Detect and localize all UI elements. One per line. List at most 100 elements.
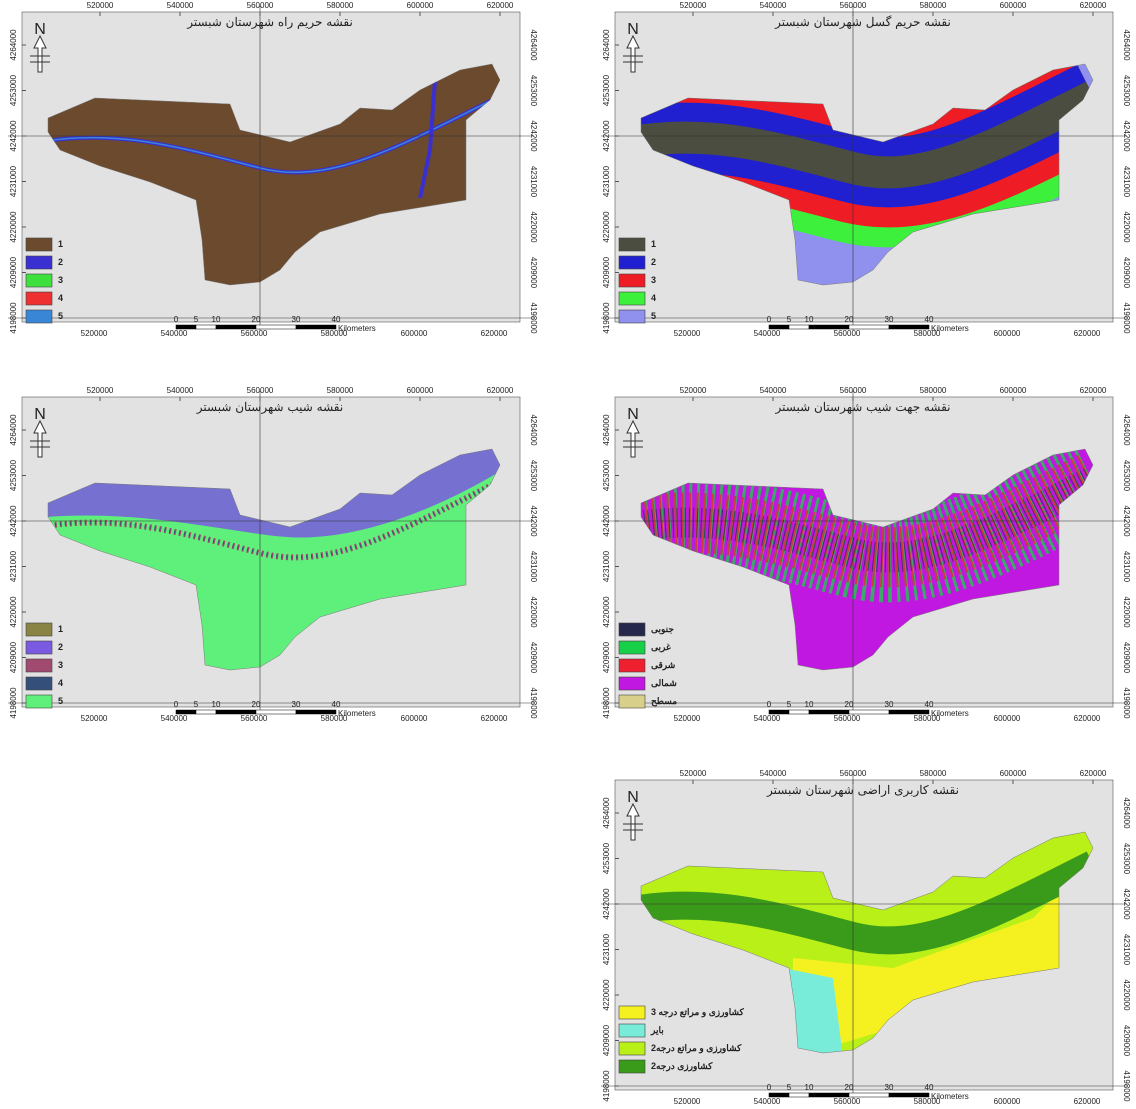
legend-label: شمالی <box>651 678 677 688</box>
legend-swatch <box>26 274 52 287</box>
scale-segment <box>296 710 336 714</box>
x-tick-label: 520000 <box>87 1 114 10</box>
scale-segment <box>176 710 196 714</box>
scale-segment <box>849 710 889 714</box>
x-tick-label: 620000 <box>1080 769 1107 778</box>
y-tick-label: 4220000 <box>1122 979 1131 1011</box>
y-tick-label: 4231000 <box>602 933 611 965</box>
scale-unit: Kilometers <box>338 709 376 718</box>
map-panel: 5200005200005400005400005600005600005800… <box>593 0 1133 340</box>
scale-label: 10 <box>805 1083 814 1092</box>
y-tick-label: 4242000 <box>9 120 18 152</box>
scale-label: 10 <box>212 315 221 324</box>
scale-label: 20 <box>252 315 261 324</box>
legend-swatch <box>619 1060 645 1073</box>
legend-swatch <box>26 256 52 269</box>
scale-label: 20 <box>252 700 261 709</box>
scale-label: 30 <box>885 700 894 709</box>
y-tick-label: 4242000 <box>9 505 18 537</box>
y-tick-label: 4253000 <box>602 459 611 491</box>
x-tick-label: 540000 <box>754 1097 781 1106</box>
scale-segment <box>769 710 789 714</box>
y-tick-label: 4220000 <box>9 211 18 243</box>
y-tick-label: 4198000 <box>9 302 18 334</box>
scale-label: 10 <box>805 315 814 324</box>
map-title: نقشه شیب شهرستان شبستر <box>196 400 343 414</box>
map-panel: 5200005200005400005400005600005600005800… <box>593 385 1133 725</box>
x-tick-label: 560000 <box>834 1097 861 1106</box>
y-tick-label: 4264000 <box>9 29 18 61</box>
y-tick-label: 4253000 <box>1122 843 1131 875</box>
legend-swatch <box>619 695 645 708</box>
y-tick-label: 4242000 <box>1122 888 1131 920</box>
y-tick-label: 4220000 <box>529 596 538 628</box>
y-tick-label: 4198000 <box>1122 302 1131 334</box>
legend-label: جنوبی <box>651 624 674 635</box>
scale-segment <box>789 325 809 329</box>
x-tick-label: 520000 <box>81 329 108 338</box>
x-tick-label: 540000 <box>161 714 188 723</box>
x-tick-label: 620000 <box>1080 386 1107 395</box>
y-tick-label: 4242000 <box>602 888 611 920</box>
y-tick-label: 4264000 <box>529 414 538 446</box>
legend-swatch <box>619 641 645 654</box>
scale-unit: Kilometers <box>931 709 969 718</box>
y-tick-label: 4198000 <box>529 687 538 719</box>
legend-label: 2 <box>58 257 63 267</box>
y-tick-label: 4198000 <box>1122 687 1131 719</box>
scale-label: 30 <box>292 315 301 324</box>
map-title: نقشه حریم گسل شهرستان شبستر <box>774 15 951 29</box>
x-tick-label: 560000 <box>241 714 268 723</box>
x-tick-label: 600000 <box>401 714 428 723</box>
y-tick-label: 4198000 <box>1122 1070 1131 1102</box>
y-tick-label: 4264000 <box>602 29 611 61</box>
y-tick-label: 4242000 <box>529 505 538 537</box>
y-tick-label: 4231000 <box>602 550 611 582</box>
scale-segment <box>256 325 296 329</box>
x-tick-label: 600000 <box>407 1 434 10</box>
scale-segment <box>296 325 336 329</box>
x-tick-label: 540000 <box>760 769 787 778</box>
scale-label: 0 <box>174 315 179 324</box>
scale-label: 20 <box>845 1083 854 1092</box>
map-panel: 5200005200005400005400005600005600005800… <box>0 385 540 725</box>
y-tick-label: 4253000 <box>602 74 611 106</box>
y-tick-label: 4264000 <box>1122 414 1131 446</box>
legend-label: 4 <box>58 293 63 303</box>
scale-label: 5 <box>787 315 792 324</box>
y-tick-label: 4253000 <box>529 75 538 107</box>
legend-swatch <box>26 292 52 305</box>
scale-label: 10 <box>212 700 221 709</box>
legend-swatch <box>619 238 645 251</box>
legend-swatch <box>26 659 52 672</box>
scale-label: 20 <box>845 700 854 709</box>
x-tick-label: 600000 <box>407 386 434 395</box>
legend-swatch <box>619 677 645 690</box>
y-tick-label: 4242000 <box>529 120 538 152</box>
legend-label: 5 <box>58 696 63 706</box>
y-tick-label: 4231000 <box>1122 934 1131 966</box>
scale-segment <box>889 325 929 329</box>
scale-label: 5 <box>787 1083 792 1092</box>
x-tick-label: 540000 <box>754 714 781 723</box>
legend-swatch <box>26 641 52 654</box>
legend-swatch <box>619 623 645 636</box>
x-tick-label: 580000 <box>920 769 947 778</box>
legend-label: 1 <box>651 239 656 249</box>
scale-segment <box>769 1093 789 1097</box>
y-tick-label: 4253000 <box>9 74 18 106</box>
legend-swatch <box>619 1006 645 1019</box>
legend-label: 1 <box>58 239 63 249</box>
legend-swatch <box>619 1042 645 1055</box>
scale-segment <box>809 1093 849 1097</box>
legend-label: بایر <box>650 1025 664 1036</box>
y-tick-label: 4231000 <box>602 165 611 197</box>
y-tick-label: 4198000 <box>602 302 611 334</box>
x-tick-label: 580000 <box>327 386 354 395</box>
scale-label: 0 <box>174 700 179 709</box>
legend-label: 4 <box>651 293 656 303</box>
y-tick-label: 4231000 <box>1122 551 1131 583</box>
legend-swatch <box>26 677 52 690</box>
x-tick-label: 520000 <box>87 386 114 395</box>
x-tick-label: 560000 <box>840 386 867 395</box>
